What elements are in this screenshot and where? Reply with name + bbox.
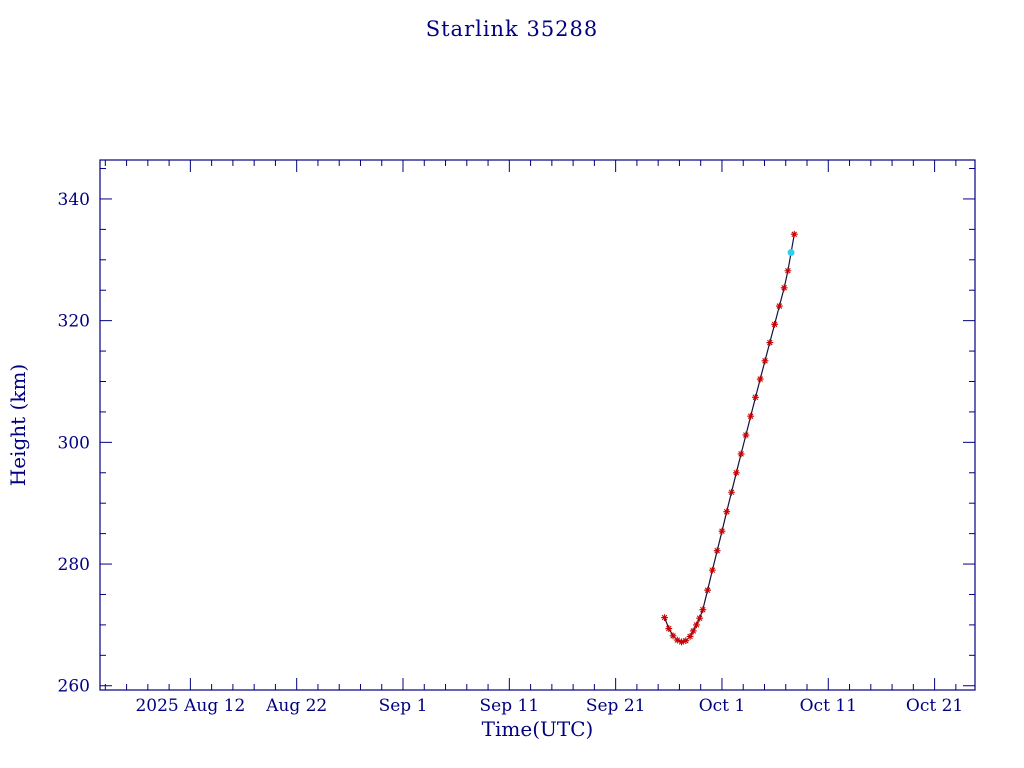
data-point-marker: [682, 637, 690, 645]
data-point-marker: [742, 431, 750, 439]
data-point-marker: [784, 267, 792, 275]
y-tick-label: 280: [58, 555, 90, 575]
x-tick-label: Sep 21: [586, 696, 646, 716]
y-tick-label: 320: [58, 312, 90, 332]
data-point-marker: [678, 638, 685, 646]
x-tick-label: Oct 11: [800, 696, 857, 716]
x-tick-label: Sep 11: [480, 696, 540, 716]
y-tick-label: 260: [58, 677, 90, 697]
data-point-marker: [790, 230, 798, 238]
latest-point-marker: [787, 248, 795, 256]
data-point-marker: [673, 636, 681, 644]
y-tick-label: 340: [58, 190, 90, 210]
x-tick-label: 2025 Aug 12: [135, 696, 245, 716]
data-point-marker: [728, 488, 735, 496]
data-point-marker: [766, 339, 774, 346]
data-point-marker: [723, 508, 731, 516]
x-tick-label: Oct 1: [699, 696, 746, 716]
x-tick-label: Aug 22: [265, 696, 327, 716]
data-point-marker: [665, 625, 673, 632]
data-point-marker: [689, 627, 697, 635]
data-point-marker: [669, 632, 677, 640]
data-point-marker: [713, 547, 721, 555]
x-tick-label: Oct 21: [906, 696, 963, 716]
data-point-marker: [686, 633, 694, 640]
data-point-marker: [756, 375, 764, 383]
data-point-marker: [761, 357, 769, 365]
data-point-marker: [737, 450, 745, 458]
data-point-marker: [775, 302, 783, 310]
data-point-marker: [752, 393, 759, 401]
data-point-marker: [708, 566, 716, 574]
plot-frame: [99, 159, 976, 691]
y-tick-label: 300: [58, 433, 90, 453]
data-point-marker: [732, 469, 740, 477]
chart-title: Starlink 35288: [425, 17, 599, 41]
data-point-marker: [699, 606, 707, 614]
data-point-marker: [693, 621, 700, 629]
height-curve: [664, 234, 795, 643]
data-point-marker: [704, 586, 712, 594]
data-point-marker: [661, 614, 668, 621]
data-point-marker: [771, 320, 778, 328]
x-axis-label: Time(UTC): [481, 717, 594, 741]
data-point-marker: [780, 284, 788, 292]
data-point-marker: [747, 412, 755, 420]
data-point-marker: [718, 527, 726, 535]
x-tick-label: Sep 1: [379, 696, 428, 716]
data-point-marker: [696, 614, 704, 622]
